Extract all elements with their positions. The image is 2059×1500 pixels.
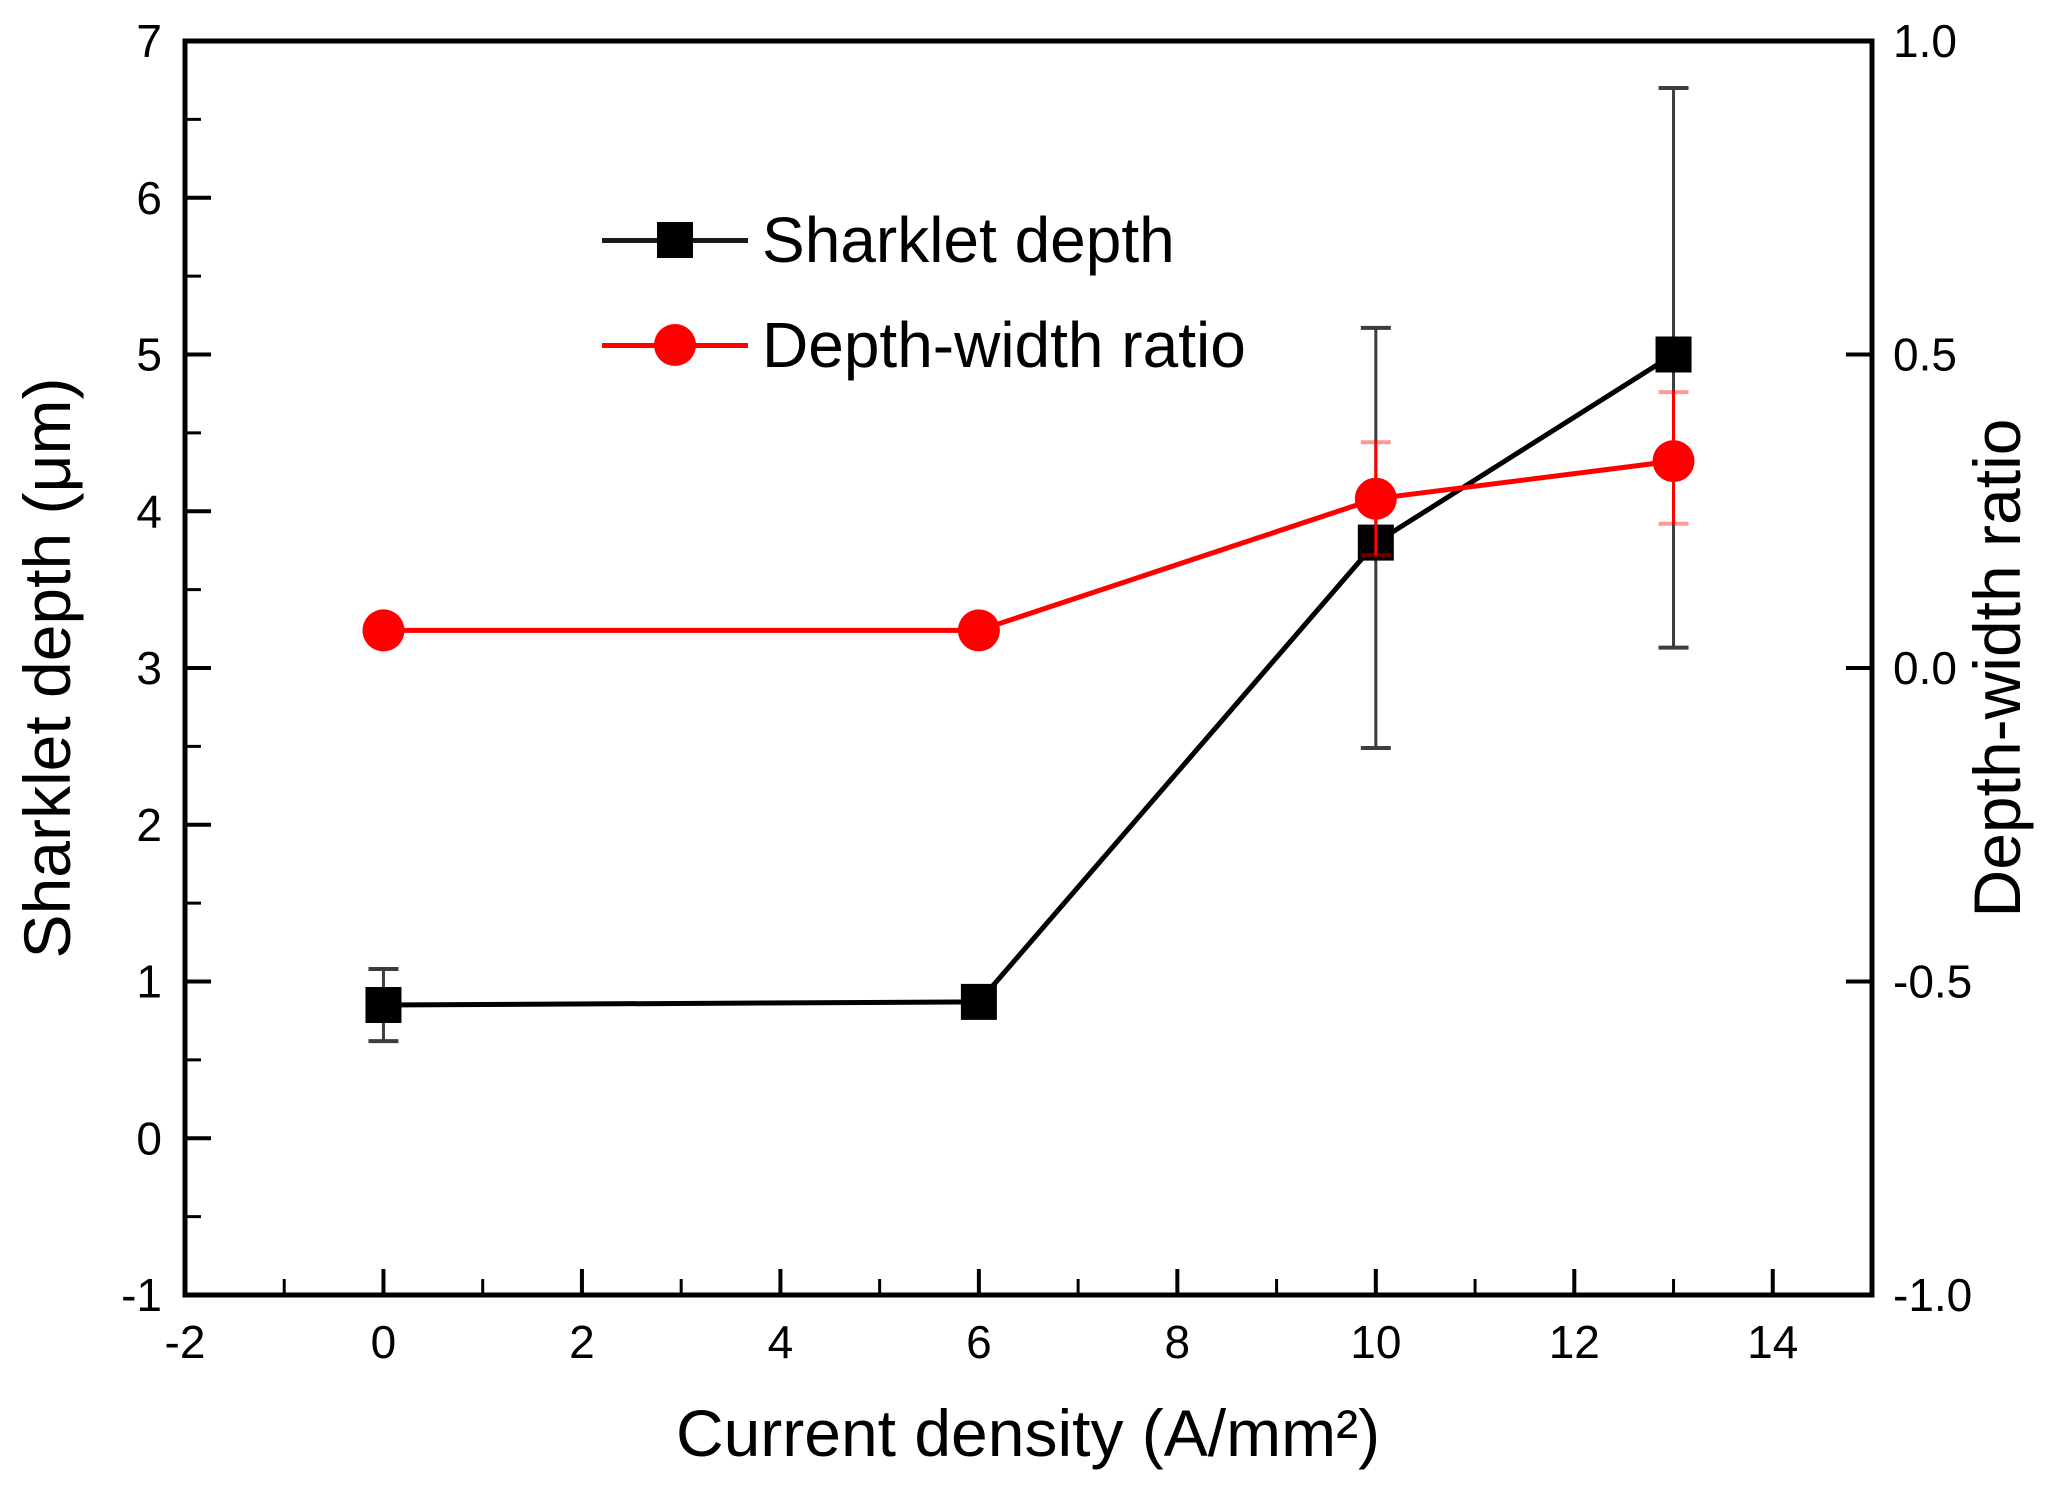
x-tick-label: 0: [371, 1316, 397, 1368]
x-tick-label: 6: [966, 1316, 992, 1368]
data-point-square-sharklet-depth: [1655, 336, 1692, 373]
y-right-tick-label: -1.0: [1893, 1269, 1972, 1321]
y-left-axis-title: Sharklet depth (μm): [10, 378, 84, 959]
data-point-circle-depth-width-ratio: [362, 609, 405, 652]
legend-item-depth-width-ratio: Depth-width ratio: [602, 309, 1246, 381]
series-line-sharklet-depth: [383, 352, 1675, 1008]
x-tick-label: 4: [768, 1316, 794, 1368]
x-tick-label: 12: [1549, 1316, 1600, 1368]
x-tick-label: 2: [569, 1316, 595, 1368]
x-tick-label: 10: [1350, 1316, 1401, 1368]
data-point-circle-depth-width-ratio: [1652, 440, 1695, 483]
legend-line-red: [602, 324, 748, 366]
y-left-tick-label: 1: [136, 956, 162, 1008]
y-right-tick-label: -0.5: [1893, 956, 1972, 1008]
legend-circle-marker-icon: [654, 324, 696, 366]
x-tick-label: 14: [1747, 1316, 1798, 1368]
y-left-tick-label: 0: [136, 1112, 162, 1164]
y-right-axis-title: Depth-width ratio: [1960, 419, 2034, 918]
legend-line-black: [602, 222, 748, 258]
x-tick-label: -2: [165, 1316, 206, 1368]
y-left-tick-label: 6: [136, 172, 162, 224]
y-left-tick-label: 5: [136, 329, 162, 381]
legend-label: Sharklet depth: [762, 204, 1175, 276]
legend-label: Depth-width ratio: [762, 309, 1246, 381]
legend-item-sharklet-depth: Sharklet depth: [602, 204, 1175, 276]
data-point-square-sharklet-depth: [365, 987, 402, 1024]
y-left-tick-label: 2: [136, 799, 162, 851]
legend-square-marker-icon: [657, 222, 693, 258]
x-tick-label: 8: [1165, 1316, 1191, 1368]
data-point-square-sharklet-depth: [960, 983, 997, 1020]
y-right-tick-label: 0.5: [1893, 329, 1957, 381]
y-right-tick-label: 0.0: [1893, 642, 1957, 694]
y-right-tick-label: 1.0: [1893, 15, 1957, 67]
series-line-depth-width-ratio: [383, 458, 1674, 633]
plot-frame: [182, 38, 1875, 1298]
x-axis-title: Current density (A/mm²): [676, 1396, 1380, 1470]
y-left-tick-label: 3: [136, 642, 162, 694]
y-left-tick-label: 4: [136, 485, 162, 537]
data-point-circle-depth-width-ratio: [957, 609, 1000, 652]
y-left-tick-label: 7: [136, 15, 162, 67]
y-left-tick-label: -1: [121, 1269, 162, 1321]
data-point-circle-depth-width-ratio: [1354, 477, 1397, 520]
